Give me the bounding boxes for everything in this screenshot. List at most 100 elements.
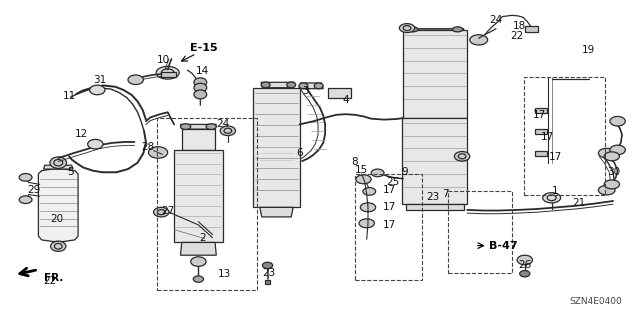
Text: 4: 4 bbox=[342, 95, 349, 106]
Text: 17: 17 bbox=[383, 202, 396, 212]
Ellipse shape bbox=[360, 203, 376, 212]
Text: 19: 19 bbox=[582, 45, 595, 55]
Ellipse shape bbox=[19, 174, 32, 181]
Ellipse shape bbox=[363, 188, 376, 195]
Ellipse shape bbox=[399, 24, 415, 33]
Text: 14: 14 bbox=[196, 66, 209, 76]
Ellipse shape bbox=[194, 83, 207, 92]
Ellipse shape bbox=[194, 78, 207, 87]
Ellipse shape bbox=[604, 152, 620, 161]
Text: 29: 29 bbox=[28, 185, 40, 195]
Ellipse shape bbox=[156, 66, 179, 79]
Text: 17: 17 bbox=[383, 185, 396, 195]
Polygon shape bbox=[535, 129, 547, 134]
Bar bbox=[448, 191, 512, 273]
Ellipse shape bbox=[148, 147, 168, 158]
Bar bbox=[355, 174, 422, 280]
Text: E-15: E-15 bbox=[189, 43, 218, 54]
Text: 12: 12 bbox=[76, 129, 88, 139]
Polygon shape bbox=[44, 165, 73, 169]
Text: 15: 15 bbox=[355, 165, 367, 175]
Ellipse shape bbox=[610, 145, 625, 155]
Polygon shape bbox=[161, 72, 176, 77]
Text: 1: 1 bbox=[552, 186, 559, 197]
Ellipse shape bbox=[543, 193, 561, 203]
Ellipse shape bbox=[194, 90, 207, 99]
Ellipse shape bbox=[191, 257, 206, 266]
Text: 7: 7 bbox=[442, 189, 449, 199]
Text: 9: 9 bbox=[401, 167, 408, 177]
Ellipse shape bbox=[261, 82, 270, 88]
Polygon shape bbox=[182, 129, 215, 150]
Polygon shape bbox=[403, 30, 467, 118]
Text: 26: 26 bbox=[518, 260, 531, 270]
Polygon shape bbox=[406, 29, 464, 30]
Ellipse shape bbox=[88, 139, 103, 149]
Text: 17: 17 bbox=[533, 110, 546, 120]
Polygon shape bbox=[180, 242, 216, 255]
Ellipse shape bbox=[287, 82, 296, 88]
Text: 24: 24 bbox=[490, 15, 502, 25]
Ellipse shape bbox=[610, 116, 625, 126]
Text: 11: 11 bbox=[63, 91, 76, 101]
Ellipse shape bbox=[180, 124, 191, 130]
Polygon shape bbox=[265, 280, 270, 284]
Ellipse shape bbox=[359, 219, 374, 228]
Ellipse shape bbox=[262, 262, 273, 269]
Polygon shape bbox=[253, 88, 300, 207]
Text: 20: 20 bbox=[50, 214, 63, 224]
Text: 5: 5 bbox=[67, 167, 74, 177]
Ellipse shape bbox=[598, 185, 615, 195]
Ellipse shape bbox=[50, 157, 67, 168]
Polygon shape bbox=[174, 150, 223, 242]
Ellipse shape bbox=[220, 126, 236, 136]
Text: 24: 24 bbox=[217, 119, 230, 129]
Text: SZN4E0400: SZN4E0400 bbox=[570, 297, 622, 306]
Text: 17: 17 bbox=[383, 220, 396, 230]
Text: 2: 2 bbox=[199, 233, 205, 243]
Polygon shape bbox=[402, 118, 467, 204]
Text: 3: 3 bbox=[302, 86, 308, 96]
Text: 6: 6 bbox=[296, 148, 303, 158]
Ellipse shape bbox=[520, 271, 530, 277]
Polygon shape bbox=[261, 82, 294, 88]
Text: 21: 21 bbox=[573, 197, 586, 208]
Polygon shape bbox=[328, 88, 351, 98]
Text: 13: 13 bbox=[218, 269, 230, 279]
Text: 30: 30 bbox=[607, 167, 620, 177]
Bar bbox=[524, 77, 605, 195]
Bar bbox=[157, 118, 257, 290]
Text: FR.: FR. bbox=[44, 273, 63, 283]
Ellipse shape bbox=[154, 207, 169, 217]
Text: 17: 17 bbox=[541, 131, 554, 142]
Text: 31: 31 bbox=[93, 75, 106, 85]
Text: 28: 28 bbox=[141, 142, 154, 152]
Polygon shape bbox=[260, 207, 293, 217]
Ellipse shape bbox=[408, 27, 418, 32]
Ellipse shape bbox=[19, 196, 32, 204]
Polygon shape bbox=[525, 26, 538, 32]
Ellipse shape bbox=[314, 83, 323, 89]
Text: 22: 22 bbox=[44, 276, 56, 286]
Ellipse shape bbox=[452, 27, 463, 32]
Ellipse shape bbox=[206, 124, 216, 130]
Ellipse shape bbox=[356, 175, 371, 184]
Text: 23: 23 bbox=[262, 268, 275, 278]
Text: 18: 18 bbox=[513, 21, 526, 31]
Ellipse shape bbox=[193, 276, 204, 282]
Polygon shape bbox=[299, 83, 323, 89]
Ellipse shape bbox=[470, 35, 488, 45]
Ellipse shape bbox=[299, 83, 308, 89]
Ellipse shape bbox=[128, 75, 143, 85]
Text: 8: 8 bbox=[351, 157, 358, 167]
Text: 17: 17 bbox=[549, 152, 562, 162]
Polygon shape bbox=[535, 108, 547, 113]
Polygon shape bbox=[406, 204, 464, 210]
Ellipse shape bbox=[454, 152, 470, 161]
Ellipse shape bbox=[517, 255, 532, 265]
Polygon shape bbox=[535, 151, 547, 156]
Text: B-47: B-47 bbox=[490, 241, 518, 251]
Text: 25: 25 bbox=[387, 177, 399, 188]
Text: 27: 27 bbox=[161, 206, 174, 216]
Text: 10: 10 bbox=[157, 55, 170, 65]
